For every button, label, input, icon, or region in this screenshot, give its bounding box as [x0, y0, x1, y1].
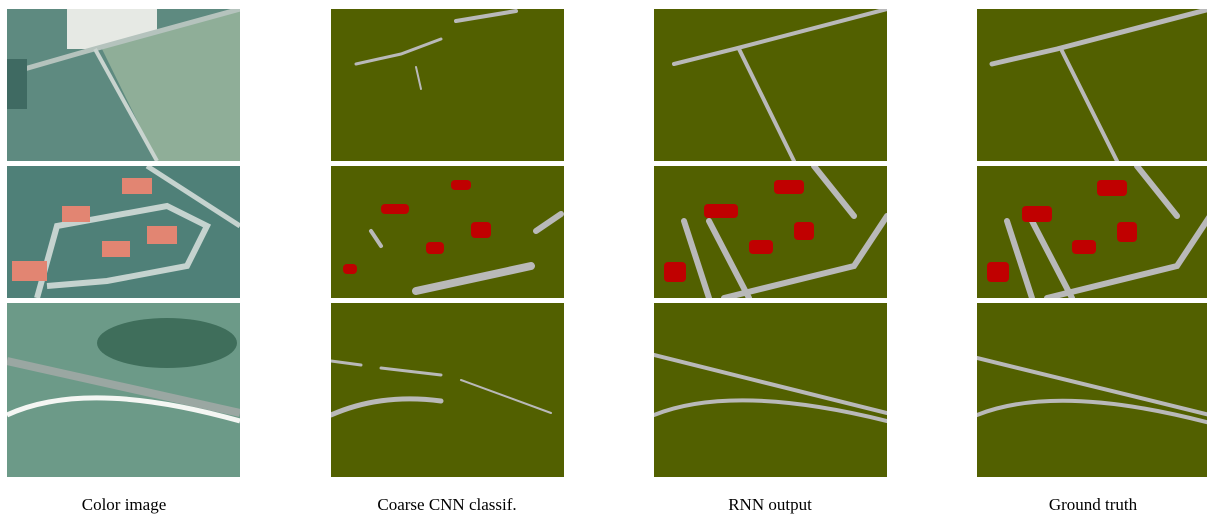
road	[654, 353, 887, 415]
road	[681, 218, 712, 298]
road	[977, 398, 1207, 425]
building	[343, 264, 357, 274]
road	[989, 9, 1207, 67]
segmentation-panel	[654, 9, 887, 161]
road	[1004, 218, 1035, 298]
road	[706, 218, 752, 298]
background	[977, 303, 1207, 477]
building	[774, 180, 804, 194]
segmentation-panel	[654, 303, 887, 477]
road	[654, 398, 887, 423]
column-caption: Coarse CNN classif.	[377, 495, 516, 514]
column-caption: Color image	[82, 495, 167, 514]
segmentation-panel	[977, 303, 1207, 477]
building	[381, 204, 409, 214]
segmentation-panel	[977, 9, 1207, 161]
background	[977, 9, 1207, 161]
building	[987, 262, 1009, 282]
road	[737, 47, 796, 161]
column-caption: RNN output	[728, 495, 812, 514]
building	[1097, 180, 1127, 196]
segmentation-panel	[331, 166, 564, 298]
segmentation-panel	[977, 166, 1207, 298]
background	[654, 166, 887, 298]
segmentation-panel	[331, 303, 564, 477]
road	[1029, 218, 1075, 298]
color-image-row-2	[7, 166, 240, 298]
road	[415, 66, 422, 90]
road	[412, 262, 535, 295]
building	[451, 180, 471, 190]
building	[749, 240, 773, 254]
building	[471, 222, 491, 238]
road	[354, 37, 443, 66]
road	[1044, 215, 1207, 298]
background	[331, 166, 564, 298]
color-image-row-3	[7, 303, 240, 477]
road	[454, 9, 518, 23]
road	[533, 211, 564, 234]
color-image-row-1	[7, 9, 240, 161]
background	[654, 303, 887, 477]
road	[672, 9, 887, 66]
road	[1060, 49, 1119, 161]
building	[1117, 222, 1137, 242]
building	[1072, 240, 1096, 254]
building	[704, 204, 738, 218]
road	[331, 359, 363, 367]
road	[379, 366, 443, 377]
background	[977, 166, 1207, 298]
column-caption: Ground truth	[1049, 495, 1138, 514]
road	[721, 213, 887, 298]
road	[331, 396, 444, 418]
background	[331, 9, 564, 161]
road	[1134, 166, 1180, 219]
building	[426, 242, 444, 254]
building	[794, 222, 814, 240]
building	[664, 262, 686, 282]
building	[1022, 206, 1052, 222]
segmentation-panel	[331, 9, 564, 161]
background	[654, 9, 887, 161]
road	[977, 356, 1207, 417]
background	[331, 303, 564, 477]
road	[460, 379, 552, 414]
road	[369, 229, 383, 248]
segmentation-panel	[654, 166, 887, 298]
road	[811, 166, 857, 219]
